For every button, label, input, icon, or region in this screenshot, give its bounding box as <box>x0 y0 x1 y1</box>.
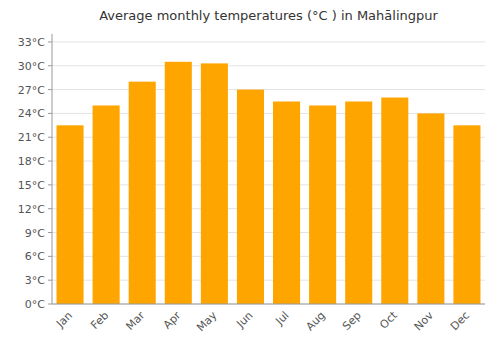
y-tick-label: 21°C <box>18 131 45 144</box>
y-axis: 0°C 3°C 6°C 9°C 12°C 15°C 18°C 21°C 24°C 27°C 30°C… <box>18 34 52 311</box>
grid-line <box>52 89 485 90</box>
x-tick-label: Nov <box>412 309 437 334</box>
x-axis: Jan Feb Mar Apr May Jun Jul Aug Sep Oct Nov Dec <box>52 304 485 334</box>
bar <box>273 102 300 305</box>
bar <box>417 113 444 304</box>
y-tick-label: 3°C <box>25 274 45 287</box>
y-tick <box>48 208 52 209</box>
y-tick <box>48 65 52 66</box>
bar <box>165 62 192 304</box>
y-tick <box>48 232 52 233</box>
y-tick-label: 12°C <box>18 203 45 216</box>
bar <box>201 63 228 304</box>
grid-line <box>52 41 485 42</box>
x-tick-label: Apr <box>161 309 184 332</box>
bar <box>345 102 372 305</box>
x-tick-label: Feb <box>88 309 111 332</box>
x-tick-label: Oct <box>377 308 400 331</box>
bar <box>129 82 156 304</box>
x-tick-label: Jul <box>272 309 291 328</box>
y-tick-label: 6°C <box>25 250 45 263</box>
chart-container: Average monthly temperatures (°C ) in Ma… <box>0 0 500 350</box>
grid <box>52 42 485 304</box>
bar <box>93 105 120 304</box>
x-tick-label: Sep <box>340 309 364 333</box>
y-tick-label: 24°C <box>18 107 45 120</box>
bar <box>309 105 336 304</box>
y-tick-label: 9°C <box>25 227 45 240</box>
y-tick <box>48 256 52 257</box>
x-axis-line <box>52 304 485 305</box>
y-tick-label: 18°C <box>18 155 45 168</box>
x-tick-label: Jan <box>53 309 75 331</box>
x-tick-label: Dec <box>448 309 472 333</box>
bar <box>57 125 84 304</box>
y-tick <box>48 41 52 42</box>
y-tick <box>48 137 52 138</box>
x-tick-label: Jun <box>234 309 256 331</box>
x-tick-label: Mar <box>123 309 147 333</box>
bar <box>453 125 480 304</box>
bar <box>381 98 408 304</box>
y-tick-label: 15°C <box>18 179 45 192</box>
chart-svg: Average monthly temperatures (°C ) in Ma… <box>0 0 500 350</box>
y-tick <box>48 113 52 114</box>
y-tick-label: 0°C <box>25 298 45 311</box>
y-tick <box>48 280 52 281</box>
y-tick-label: 27°C <box>18 84 45 97</box>
y-axis-line <box>52 34 53 304</box>
y-tick <box>48 89 52 90</box>
bars <box>57 62 481 304</box>
bar <box>237 90 264 304</box>
x-tick-label: May <box>194 309 220 335</box>
y-tick <box>48 161 52 162</box>
y-tick-label: 33°C <box>18 36 45 49</box>
chart-title: Average monthly temperatures (°C ) in Ma… <box>99 8 438 23</box>
x-tick-label: Aug <box>303 309 327 333</box>
y-tick <box>48 304 52 305</box>
grid-line <box>52 65 485 66</box>
y-tick <box>48 184 52 185</box>
grid-line <box>52 304 485 305</box>
y-tick-label: 30°C <box>18 60 45 73</box>
